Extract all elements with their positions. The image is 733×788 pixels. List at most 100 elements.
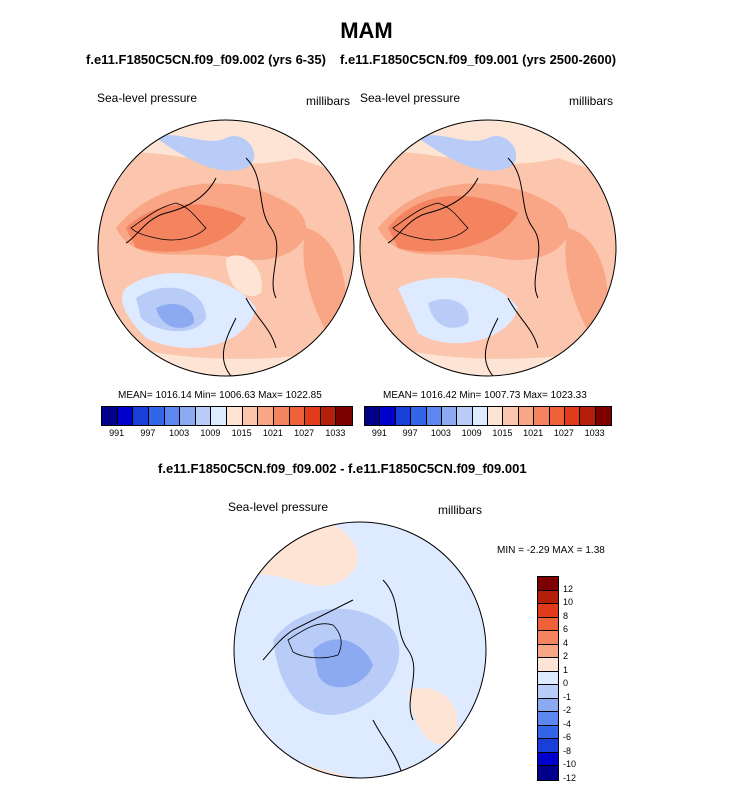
colorbar-swatch [242,407,259,425]
colorbar-swatch [538,739,558,753]
colorbar-swatch [538,617,558,632]
colorbar-tick-label: 1003 [169,428,190,438]
panel-1-colorbar-ticks: 991 997 1003 1009 1015 1021 1027 1033 [101,428,351,440]
colorbar-tick-label: -4 [563,718,572,729]
colorbar-swatch [395,407,412,425]
colorbar-swatch [211,407,227,425]
colorbar-swatch [426,407,442,425]
colorbar-swatch [538,698,558,713]
colorbar-swatch [538,725,558,740]
colorbar-tick-label: 997 [402,428,418,438]
colorbar-swatch [289,407,306,425]
panel-1-field-label: Sea-level pressure [97,91,198,105]
colorbar-swatch [538,577,558,591]
colorbar-swatch [273,407,290,425]
colorbar-tick-label: -2 [563,705,572,716]
colorbar-tick-label: -10 [563,759,577,770]
colorbar-tick-label: 991 [109,428,125,438]
colorbar-swatch [503,407,519,425]
colorbar-swatch [320,407,337,425]
colorbar-swatch [538,658,558,672]
colorbar-swatch [180,407,196,425]
panel-2-units-label: millibars [569,94,614,108]
colorbar-tick-label: 1015 [231,428,252,438]
colorbar-tick-label: 10 [563,597,574,608]
colorbar-swatch [133,407,149,425]
panel-2-stats: MEAN= 1016.42 Min= 1007.73 Max= 1023.33 [383,390,587,401]
colorbar-tick-label: 4 [563,637,569,648]
diff-field-label: Sea-level pressure [228,500,329,514]
colorbar-swatch [538,766,558,780]
colorbar-tick-label: 12 [563,583,574,594]
diff-title: f.e11.F1850C5CN.f09_f09.002 - f.e11.F185… [158,461,527,476]
colorbar-swatch [380,407,396,425]
colorbar-tick-label: 8 [563,610,569,621]
colorbar-swatch [538,604,558,618]
colorbar-swatch [365,407,381,425]
diff-minmax: MIN = -2.29 MAX = 1.38 [497,545,605,556]
colorbar-swatch [336,407,352,425]
diff-units-label: millibars [438,503,483,517]
colorbar-tick-label: 1033 [325,428,346,438]
main-title: MAM [340,18,393,43]
colorbar-tick-label: 991 [371,428,387,438]
colorbar-swatch [518,407,535,425]
colorbar-swatch [549,407,565,425]
panel-1-stats: MEAN= 1016.14 Min= 1006.63 Max= 1022.85 [118,390,322,401]
colorbar-tick-label: 1 [563,664,569,675]
colorbar-swatch [117,407,134,425]
panel-1-colorbar [101,406,353,426]
colorbar-tick-label: 997 [140,428,156,438]
panel-2-case-title: f.e11.F1850C5CN.f09_f09.001 (yrs 2500-26… [340,52,617,67]
panel-2-colorbar-ticks: 991 997 1003 1009 1015 1021 1027 1033 [364,428,610,440]
diff-colorbar-ticks: 12 10 8 6 4 2 1 0 -1 -2 -4 -6 -8 -10 -12 [563,576,593,783]
colorbar-swatch [538,752,558,767]
colorbar-swatch [148,407,165,425]
colorbar-tick-label: 2 [563,651,569,662]
colorbar-swatch [538,671,558,686]
colorbar-swatch [538,631,558,645]
colorbar-tick-label: 1027 [294,428,315,438]
colorbar-tick-label: 1009 [200,428,221,438]
colorbar-tick-label: -12 [563,773,577,783]
colorbar-swatch [457,407,473,425]
panel-1-polar-map [97,119,355,377]
colorbar-tick-label: 1033 [584,428,605,438]
diff-colorbar [537,576,559,781]
colorbar-tick-label: 0 [563,678,569,689]
colorbar-tick-label: 1027 [553,428,574,438]
colorbar-swatch [305,407,321,425]
colorbar-swatch [538,685,558,699]
colorbar-swatch [411,407,427,425]
colorbar-swatch [538,590,558,605]
colorbar-swatch [227,407,243,425]
panel-1-units-label: millibars [306,94,351,108]
colorbar-swatch [258,407,274,425]
colorbar-swatch [580,407,596,425]
colorbar-swatch [564,407,581,425]
colorbar-tick-label: -8 [563,745,572,756]
colorbar-swatch [164,407,181,425]
colorbar-swatch [595,407,611,425]
colorbar-tick-label: 1021 [523,428,544,438]
colorbar-swatch [102,407,118,425]
colorbar-tick-label: 6 [563,624,569,635]
colorbar-swatch [472,407,488,425]
colorbar-swatch [534,407,550,425]
colorbar-tick-label: -6 [563,732,572,743]
colorbar-swatch [441,407,458,425]
colorbar-swatch [195,407,212,425]
colorbar-swatch [538,712,558,726]
colorbar-swatch [538,644,558,659]
colorbar-swatch [488,407,504,425]
panel-1-case-title: f.e11.F1850C5CN.f09_f09.002 (yrs 6-35) [86,52,326,67]
panel-2-field-label: Sea-level pressure [360,91,461,105]
panel-2-polar-map [359,119,617,377]
panel-2-colorbar [364,406,612,426]
colorbar-tick-label: 1015 [492,428,513,438]
colorbar-tick-label: 1021 [262,428,283,438]
colorbar-tick-label: 1009 [461,428,482,438]
diff-polar-map [233,521,487,779]
colorbar-tick-label: -1 [563,691,572,702]
colorbar-tick-label: 1003 [430,428,451,438]
